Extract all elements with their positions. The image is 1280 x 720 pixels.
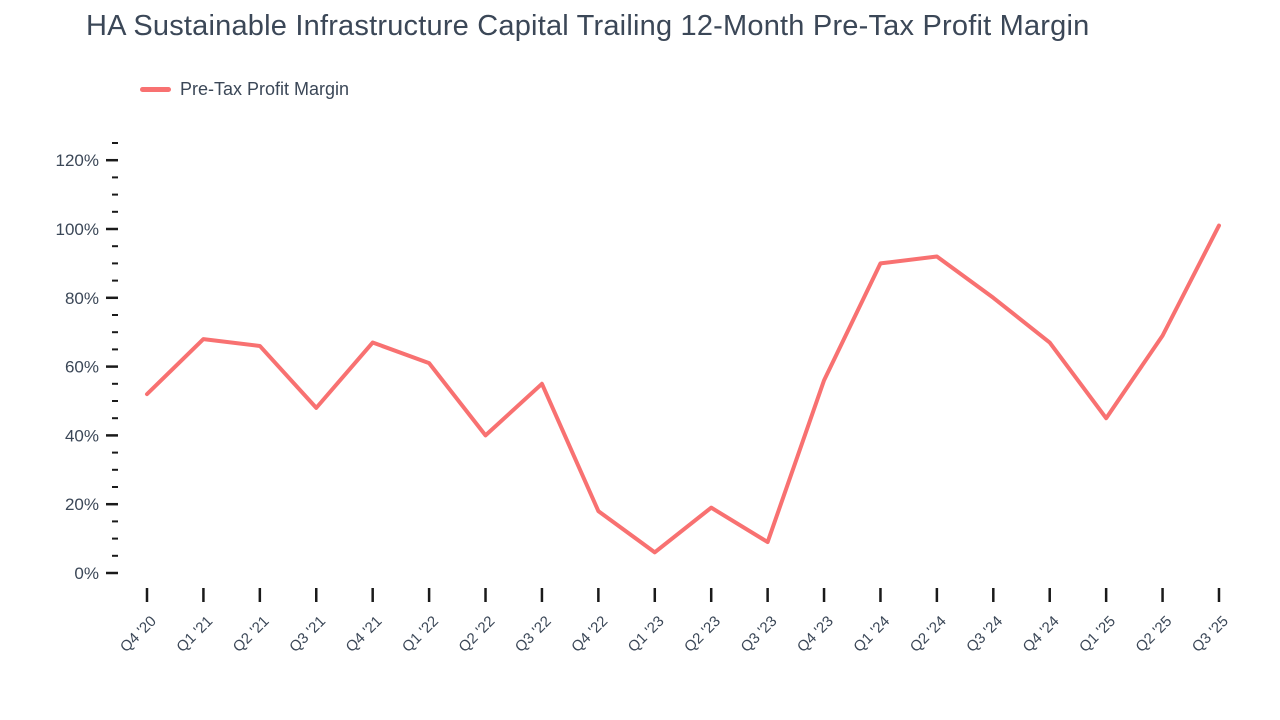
x-tick-label: Q3 '21 [286, 613, 329, 656]
x-tick-label: Q3 '25 [1189, 613, 1232, 656]
x-tick-label: Q4 '23 [794, 613, 837, 656]
pre-tax-profit-margin-line [145, 223, 1221, 555]
x-tick-label: Q4 '21 [343, 613, 386, 656]
x-tick-label: Q1 '23 [625, 613, 668, 656]
x-tick-label: Q1 '25 [1076, 613, 1119, 656]
chart-title: HA Sustainable Infrastructure Capital Tr… [86, 10, 1090, 42]
y-tick-label: 0% [74, 564, 99, 583]
legend: Pre-Tax Profit Margin [140, 79, 349, 100]
x-tick-label: Q1 '24 [850, 613, 893, 656]
y-tick-label: 100% [56, 220, 99, 239]
x-tick-label: Q2 '22 [455, 613, 498, 656]
x-tick-label: Q2 '25 [1132, 613, 1175, 656]
x-tick-label: Q2 '23 [681, 613, 724, 656]
y-tick-label: 60% [65, 358, 99, 377]
y-tick-label: 20% [65, 495, 99, 514]
y-tick-label: 120% [56, 151, 99, 170]
x-tick-label: Q4 '22 [568, 613, 611, 656]
y-tick-label: 40% [65, 426, 99, 445]
x-tick-label: Q3 '23 [738, 613, 781, 656]
x-tick-label: Q1 '22 [399, 613, 442, 656]
x-tick-label: Q4 '24 [1020, 613, 1063, 656]
x-tick-label: Q2 '24 [907, 613, 950, 656]
x-tick-label: Q1 '21 [173, 613, 216, 656]
legend-label: Pre-Tax Profit Margin [180, 79, 350, 99]
x-tick-label: Q3 '24 [963, 613, 1006, 656]
y-tick-label: 80% [65, 289, 99, 308]
x-tick-label: Q3 '22 [512, 613, 555, 656]
x-tick-label: Q2 '21 [230, 613, 273, 656]
line-dash-icon [140, 87, 171, 92]
x-tick-label: Q4 '20 [117, 613, 160, 656]
